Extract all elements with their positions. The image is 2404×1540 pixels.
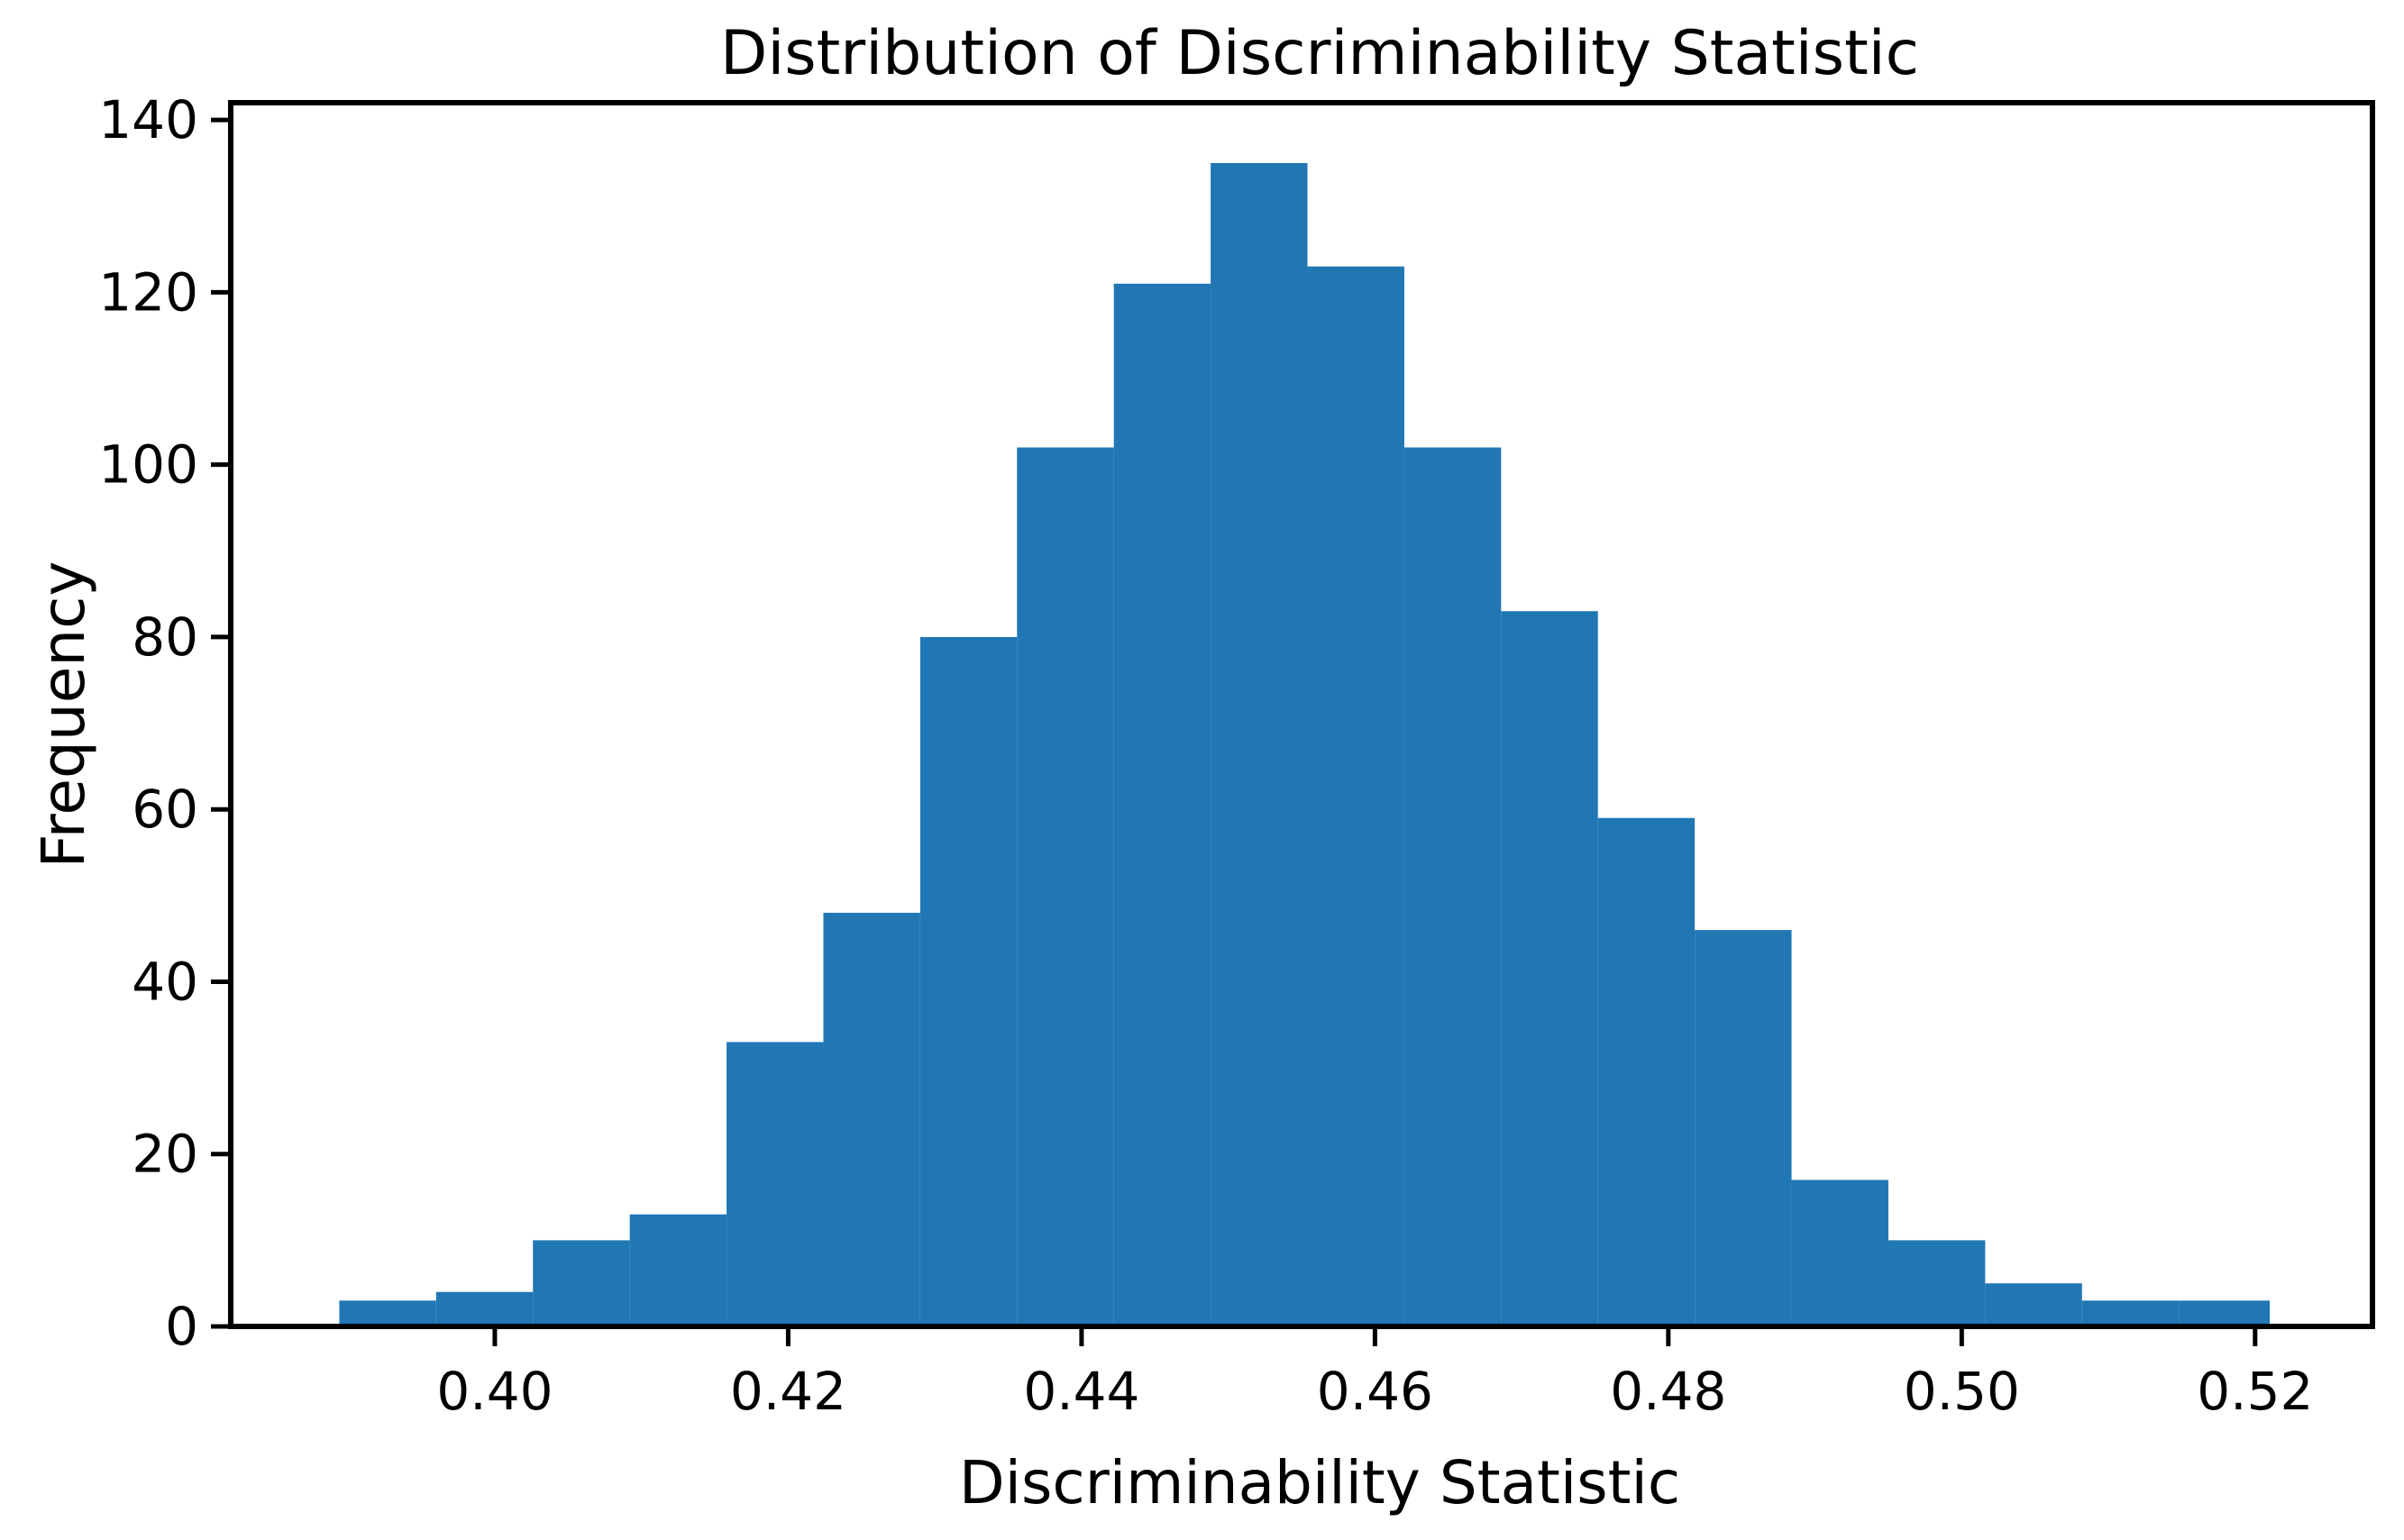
histogram-bar <box>823 912 920 1326</box>
y-tick-label: 0 <box>165 1296 198 1357</box>
histogram-bar <box>1307 266 1404 1326</box>
histogram-bar <box>1211 162 1308 1327</box>
x-tick-label: 0.48 <box>1610 1361 1726 1422</box>
y-tick-label: 40 <box>132 951 198 1012</box>
histogram-bar <box>1403 447 1502 1326</box>
y-axis-label: Frequency <box>29 561 98 869</box>
y-tick-label: 20 <box>132 1124 198 1185</box>
histogram-bars <box>339 162 2271 1327</box>
histogram-bar <box>629 1214 727 1326</box>
histogram-bar <box>1113 283 1211 1326</box>
y-tick-label: 140 <box>98 89 198 150</box>
x-tick-label: 0.40 <box>436 1361 553 1422</box>
x-axis-ticks: 0.40 0.42 0.44 0.46 0.48 0.50 0.52 <box>436 1326 2313 1422</box>
x-tick-label: 0.42 <box>730 1361 846 1422</box>
histogram-bar <box>1985 1283 2082 1326</box>
axes-frame <box>228 100 2375 1329</box>
chart-title: Distribution of Discriminability Statist… <box>720 18 1919 89</box>
histogram-bar <box>1695 930 1792 1326</box>
histogram-bar <box>2081 1300 2180 1326</box>
x-tick-label: 0.50 <box>1904 1361 2020 1422</box>
x-tick-label: 0.44 <box>1023 1361 1139 1422</box>
x-tick-label: 0.52 <box>2197 1361 2313 1422</box>
histogram-bar <box>1791 1180 1888 1326</box>
histogram-bar <box>919 636 1018 1326</box>
histogram-bar <box>1597 817 1696 1326</box>
x-axis-label: Discriminability Statistic <box>959 1448 1680 1517</box>
histogram-bar <box>339 1300 436 1326</box>
histogram-bar <box>1888 1240 1986 1326</box>
histogram-bar <box>1017 447 1114 1326</box>
histogram-bar <box>727 1042 824 1326</box>
y-tick-label: 100 <box>98 434 198 496</box>
y-tick-label: 80 <box>132 606 198 668</box>
x-tick-label: 0.46 <box>1317 1361 1433 1422</box>
histogram-bar <box>435 1291 534 1326</box>
y-tick-label: 60 <box>132 779 198 840</box>
y-axis-ticks: 0 20 40 60 80 100 120 140 <box>98 89 231 1357</box>
y-tick-label: 120 <box>98 261 198 323</box>
histogram-bar <box>2179 1300 2271 1326</box>
histogram-bar <box>533 1240 630 1326</box>
histogram-bar <box>1501 611 1598 1326</box>
